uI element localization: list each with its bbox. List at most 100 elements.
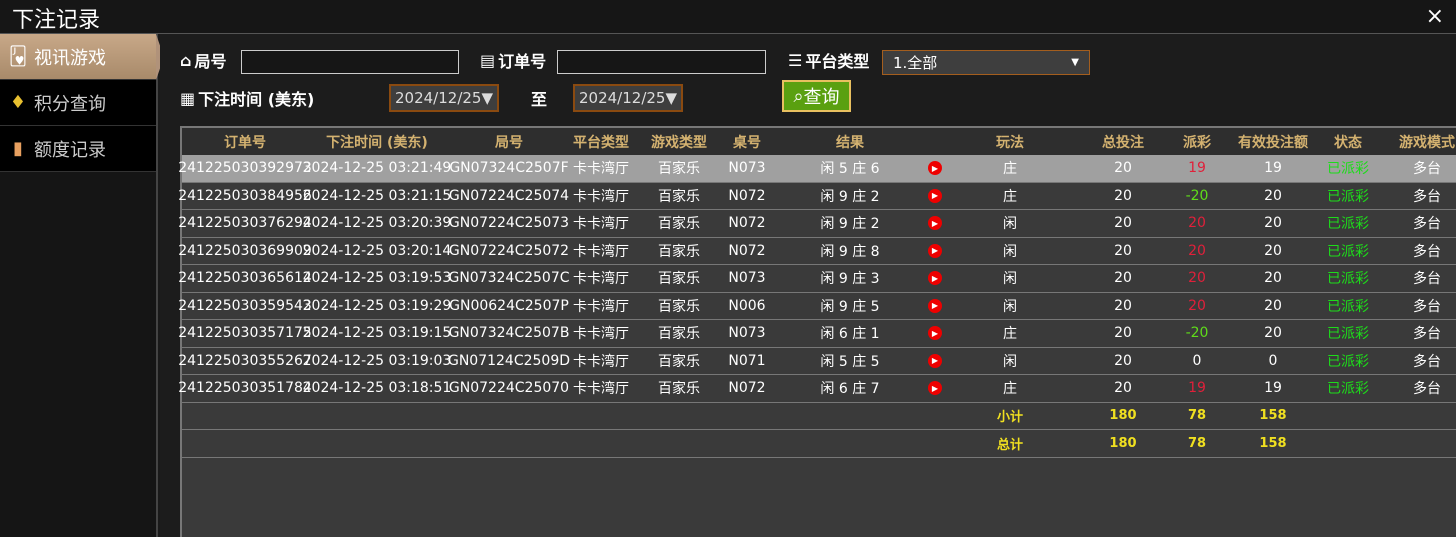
bet-records-table: 订单号 下注时间 (美东) 局号 平台类型 游戏类型 桌号 结果 玩法 总投注 派彩 有效投注额 状态…	[178, 126, 1456, 537]
tag-icon: ⌂	[180, 50, 192, 70]
valid-bet-cell: 158	[1259, 435, 1287, 451]
bet-time-cell: 下注时间 (美东)	[326, 134, 428, 151]
total-bet-cell: 20	[1114, 297, 1132, 314]
round-no-cell: GN00624C2507P	[449, 297, 569, 314]
game-mode-cell: 游戏模式	[1399, 134, 1455, 151]
round-no-cell: GN07324C2507B	[448, 325, 570, 342]
payout-cell: 78	[1187, 408, 1207, 424]
play-replay-icon[interactable]: ▶	[928, 216, 942, 231]
play-replay-icon[interactable]: ▶	[928, 188, 942, 203]
round-no-cell: 局号	[495, 134, 523, 151]
replay-cell: ▶	[928, 210, 942, 237]
platform-label: ☰ 平台类型	[788, 50, 870, 72]
order-no-cell: 241225030384956	[178, 187, 312, 204]
game-type-cell: 百家乐	[658, 326, 700, 343]
total-bet-cell: 20	[1114, 270, 1132, 287]
sidebar-item-credit[interactable]: ▮ 额度记录	[0, 126, 156, 172]
table-row: 241225030365614 2024-12-25 03:19:53 GN0732…	[178, 265, 1456, 293]
table-row: 241225030351784 2024-12-25 03:18:51 GN0722…	[178, 375, 1456, 403]
replay-cell: ▶	[928, 293, 942, 320]
status-cell: 已派彩	[1327, 381, 1369, 398]
game-mode-cell: 多台	[1413, 216, 1441, 233]
table-no-cell: N072	[728, 187, 766, 204]
window-title: 下注记录	[12, 8, 101, 33]
result-cell: 闲 5 庄 6	[820, 161, 880, 178]
replay-cell: ▶	[928, 348, 942, 375]
payout-cell: 78	[1187, 435, 1207, 451]
valid-bet-cell: 20	[1264, 270, 1282, 287]
status-cell: 已派彩	[1327, 271, 1369, 288]
round-input[interactable]	[241, 50, 459, 74]
bet-type-cell: 闲	[1003, 353, 1017, 370]
result-cell: 闲 9 庄 5	[820, 298, 880, 315]
platform-cell: 卡卡湾厅	[573, 216, 629, 233]
table-no-cell: N006	[728, 297, 766, 314]
total-bet-cell: 180	[1109, 408, 1137, 424]
play-replay-icon[interactable]: ▶	[928, 326, 942, 341]
search-icon: ⌕	[793, 85, 804, 107]
payout-cell: 0	[1192, 352, 1202, 369]
bet-time-cell: 2024-12-25 03:20:14	[302, 242, 452, 259]
play-replay-icon[interactable]: ▶	[928, 381, 942, 396]
date-from-picker[interactable]: 2024/12/25▼	[389, 84, 499, 112]
play-replay-icon[interactable]: ▶	[928, 298, 942, 313]
round-no-cell: GN07224C25073	[448, 215, 570, 232]
valid-bet-cell: 20	[1264, 215, 1282, 232]
total-bet-cell: 180	[1109, 435, 1137, 451]
round-no-cell: GN07224C25072	[448, 242, 570, 259]
bet-type-cell: 庄	[1003, 326, 1017, 343]
table-no-cell: N072	[728, 215, 766, 232]
bet-time-cell: 2024-12-25 03:21:15	[302, 187, 452, 204]
result-cell: 闲 5 庄 5	[820, 353, 880, 370]
status-cell: 已派彩	[1327, 353, 1369, 370]
query-button[interactable]: ⌕ 查询	[782, 80, 851, 112]
table-no-cell: N073	[728, 325, 766, 342]
result-cell: 结果	[836, 134, 864, 151]
table-row: 241225030384956 2024-12-25 03:21:15 GN0722…	[178, 183, 1456, 210]
round-no-cell: GN07324C2507F	[449, 160, 569, 177]
valid-bet-cell: 20	[1264, 297, 1282, 314]
order-no-cell: 241225030355267	[178, 352, 312, 369]
main-panel: ⌂ 局号 ▤ 订单号 ☰ 平台类型 1.全部 ▼ ▦ 下注时间 (美东) 2024/12/…	[160, 34, 1456, 537]
play-replay-icon[interactable]: ▶	[928, 271, 942, 286]
payout-cell: 派彩	[1183, 134, 1211, 151]
result-cell: 闲 9 庄 8	[820, 243, 880, 260]
status-cell: 已派彩	[1327, 161, 1369, 178]
order-input[interactable]	[557, 50, 766, 74]
chevron-down-icon: ▼	[1071, 57, 1079, 68]
game-mode-cell: 多台	[1413, 298, 1441, 315]
play-replay-icon[interactable]: ▶	[928, 243, 942, 258]
table-row: 241225030355267 2024-12-25 03:19:03 GN0712…	[178, 348, 1456, 375]
result-cell: 闲 9 庄 2	[820, 188, 880, 205]
order-no-cell: 241225030351784	[178, 380, 312, 397]
bet-type-cell: 玩法	[996, 134, 1024, 151]
sidebar-item-points[interactable]: ♦ 积分查询	[0, 80, 156, 126]
round-label: ⌂ 局号	[180, 50, 227, 72]
platform-select[interactable]: 1.全部 ▼	[882, 50, 1090, 75]
order-no-cell: 241225030376294	[178, 215, 312, 232]
play-replay-icon[interactable]: ▶	[928, 353, 942, 368]
sidebar-item-live-games[interactable]: 🂻 视讯游戏	[0, 34, 164, 80]
valid-bet-cell: 0	[1268, 352, 1278, 369]
platform-cell: 卡卡湾厅	[573, 188, 629, 205]
status-cell: 已派彩	[1327, 326, 1369, 343]
result-cell: 闲 6 庄 1	[820, 326, 880, 343]
order-no-cell: 241225030357175	[178, 325, 312, 342]
total-bet-cell: 20	[1114, 380, 1132, 397]
title-bar: 下注记录 ×	[0, 0, 1456, 34]
total-bet-cell: 20	[1114, 325, 1132, 342]
game-type-cell: 百家乐	[658, 271, 700, 288]
payout-cell: 19	[1188, 380, 1206, 397]
platform-cell: 平台类型	[573, 134, 629, 151]
game-mode-cell: 多台	[1413, 381, 1441, 398]
payout-cell: 19	[1188, 160, 1206, 177]
date-to-picker[interactable]: 2024/12/25▼	[573, 84, 683, 112]
game-mode-cell: 多台	[1413, 271, 1441, 288]
to-label: 至	[531, 90, 548, 109]
order-no-cell: 241225030369909	[178, 242, 312, 259]
close-icon[interactable]: ×	[1425, 4, 1444, 29]
valid-bet-cell: 20	[1264, 325, 1282, 342]
bet-type-cell: 庄	[1003, 381, 1017, 398]
play-replay-icon[interactable]: ▶	[928, 161, 942, 176]
table-row: 241225030376294 2024-12-25 03:20:39 GN0722…	[178, 210, 1456, 238]
